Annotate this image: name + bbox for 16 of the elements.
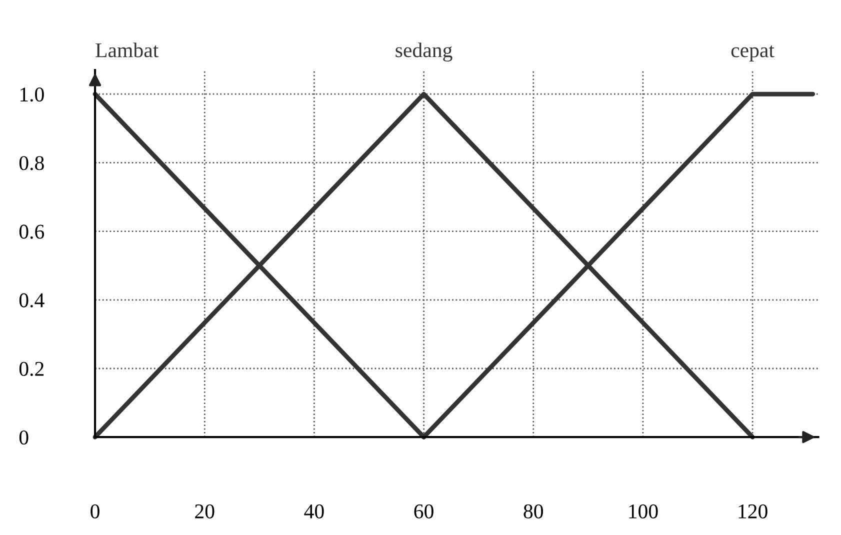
x-tick-label: 40: [304, 504, 324, 518]
series-label: cepat: [731, 45, 774, 62]
series-label: Lambat: [96, 42, 159, 58]
x-tick-label: 120: [738, 504, 768, 518]
x-tick-label: 100: [629, 504, 658, 518]
y-tick-label: 0.4: [19, 293, 44, 308]
y-tick-label: 0.2: [19, 362, 44, 376]
text: sedang: [396, 42, 452, 62]
y-tick-label: 0.6: [19, 224, 44, 239]
y-tick-label: 1.0: [20, 87, 44, 102]
x-tick-label: 80: [524, 504, 543, 518]
x-tick-label: 60: [414, 504, 434, 518]
x-tick-label: 0: [90, 504, 100, 518]
y-tick-label: 0: [19, 430, 28, 445]
y-tick-label: 0.8: [19, 156, 44, 170]
x-tick-label: 20: [195, 504, 214, 518]
